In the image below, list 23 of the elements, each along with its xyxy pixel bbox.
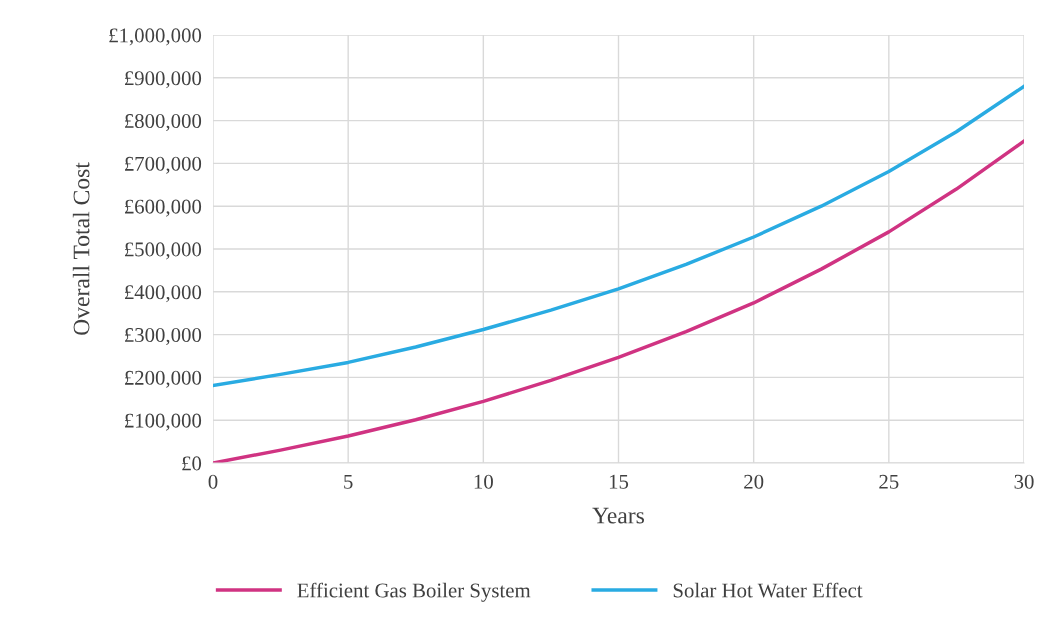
line-series [213, 84, 1024, 388]
x-tick-label: 0 [208, 474, 218, 489]
y-tick-label: £300,000 [124, 327, 202, 346]
y-tick-label: £200,000 [124, 370, 202, 388]
x-tick-label: 25 [879, 474, 899, 489]
x-tick-label: 15 [609, 474, 629, 489]
legend-label: Efficient Gas Boiler System [297, 582, 531, 602]
y-tick-label: £500,000 [124, 242, 202, 260]
x-tick-label: 20 [744, 474, 764, 489]
y-tick-label: £800,000 [124, 113, 202, 132]
y-tick-label: £900,000 [124, 71, 202, 89]
legend-label: Solar Hot Water Effect [673, 582, 863, 598]
y-axis-title: Overall Total Cost [72, 162, 90, 335]
y-tick-label: £600,000 [124, 199, 202, 217]
x-axis-title: Years [592, 507, 644, 524]
y-tick-label: £1,000,000 [109, 28, 202, 46]
y-tick-label: £0 [182, 456, 202, 471]
y-tick-label: £100,000 [124, 413, 202, 431]
x-tick-label: 5 [344, 474, 353, 489]
x-tick-label: 30 [1014, 474, 1034, 489]
x-tick-label: 10 [474, 474, 493, 489]
y-tick-label: £700,000 [124, 156, 202, 174]
y-tick-label: £400,000 [124, 285, 202, 303]
